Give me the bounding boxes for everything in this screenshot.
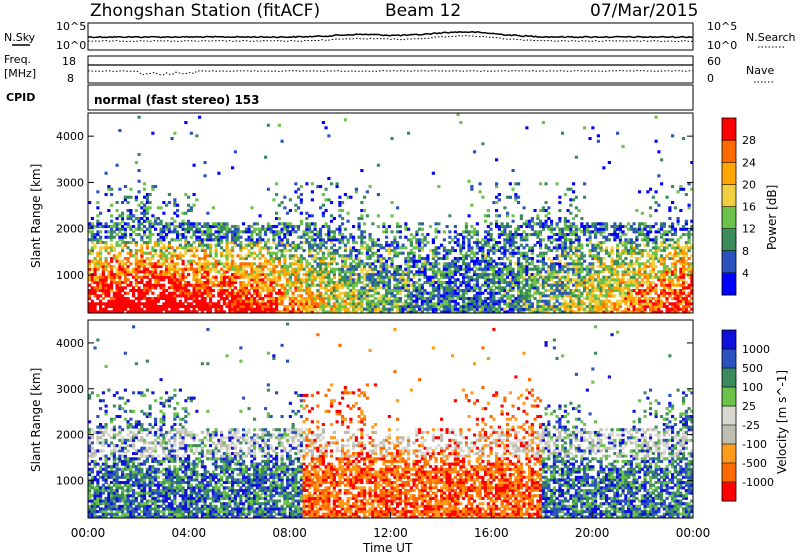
power-y-axis: 1000 2000 3000 4000 <box>56 130 693 282</box>
power-panel: 1000 2000 3000 4000 Slant Range [km] <box>29 112 694 314</box>
y-tick-label: 3000 <box>56 176 84 189</box>
velocity-colorbar: -1000 -500 -100 -25 25 100 500 1000 <box>721 329 774 502</box>
x-tick-label: 12:00 <box>373 526 408 540</box>
x-tick-label: 08:00 <box>272 526 307 540</box>
y-tick-label: 3000 <box>56 383 84 396</box>
velocity-y-axis: 1000 2000 3000 4000 <box>56 337 693 487</box>
freq-tick-top: 18 <box>62 55 76 68</box>
noise-right-tick-bottom: 10^0 <box>707 39 737 52</box>
colorbar-swatch <box>722 349 736 369</box>
y-tick-label: 4000 <box>56 130 84 143</box>
noise-sky-trace <box>87 31 694 39</box>
power-ylabel: Slant Range [km] <box>29 164 43 268</box>
colorbar-tick-label: 1000 <box>742 343 770 356</box>
colorbar-swatch <box>722 228 736 252</box>
cpid-panel: CPID normal (fast stereo) 153 <box>6 84 694 111</box>
noise-left-label: N.Sky <box>4 31 36 44</box>
x-axis-label: Time UT <box>362 541 413 554</box>
colorbar-swatch <box>722 140 736 163</box>
velocity-ylabel: Slant Range [km] <box>29 368 43 472</box>
colorbar-tick-label: 4 <box>742 267 749 280</box>
freq-label: Freq. <box>4 53 31 66</box>
colorbar-swatch <box>722 444 736 464</box>
colorbar-tick-label: -25 <box>742 419 760 432</box>
power-heatmap <box>88 113 694 314</box>
power-colorbar-label: Power [dB] <box>765 185 779 250</box>
colorbar-tick-label: 16 <box>742 201 756 214</box>
noise-search-trace <box>87 34 694 43</box>
colorbar-swatch <box>722 368 736 388</box>
nave-label: Nave <box>746 64 774 77</box>
y-tick-label: 4000 <box>56 337 84 350</box>
colorbar-swatch <box>722 482 736 502</box>
nave-tick-top: 60 <box>707 55 721 68</box>
colorbar-tick-label: 28 <box>742 134 756 147</box>
noise-panel: N.Sky 10^5 10^0 10^5 10^0 N.Search <box>4 20 796 52</box>
freq-panel: Freq. [MHz] 18 8 60 0 Nave <box>4 53 774 85</box>
velocity-heatmap <box>88 322 694 519</box>
x-tick-label: 20:00 <box>575 526 610 540</box>
colorbar-tick-label: 12 <box>742 223 756 236</box>
date-title: 07/Mar/2015 <box>590 1 698 21</box>
colorbar-tick-label: 8 <box>742 245 749 258</box>
colorbar-tick-label: 500 <box>742 362 763 375</box>
velocity-colorbar-label: Velocity [m s^-1] <box>775 370 789 474</box>
beam-title: Beam 12 <box>385 1 461 21</box>
freq-tick-bottom: 8 <box>67 72 74 85</box>
colorbar-swatch <box>722 272 736 296</box>
nave-trace <box>87 70 694 76</box>
colorbar-tick-label: -1000 <box>742 476 774 489</box>
x-tick-label: 00:00 <box>71 526 106 540</box>
x-tick-label: 16:00 <box>474 526 509 540</box>
colorbar-tick-label: 25 <box>742 400 756 413</box>
colorbar-swatch <box>722 387 736 407</box>
x-tick-label: 04:00 <box>172 526 207 540</box>
colorbar-tick-label: 100 <box>742 381 763 394</box>
colorbar-swatch <box>722 162 736 185</box>
colorbar-tick-label: -500 <box>742 457 767 470</box>
noise-right-label: N.Search <box>746 31 796 44</box>
y-tick-label: 2000 <box>56 223 84 236</box>
y-tick-label: 2000 <box>56 429 84 442</box>
nave-tick-bottom: 0 <box>707 72 714 85</box>
colorbar-swatch <box>722 330 736 350</box>
noise-left-tick-bottom: 10^0 <box>56 39 86 52</box>
colorbar-swatch <box>722 118 736 141</box>
y-tick-label: 1000 <box>56 269 84 282</box>
noise-right-tick-top: 10^5 <box>707 20 737 33</box>
station-title: Zhongshan Station (fitACF) <box>90 1 320 21</box>
power-colorbar: 4 8 12 16 20 24 28 <box>721 117 756 296</box>
colorbar-tick-label: 24 <box>742 156 756 169</box>
x-tick-label: 00:00 <box>676 526 711 540</box>
colorbar-tick-label: -100 <box>742 438 767 451</box>
colorbar-swatch <box>722 184 736 207</box>
noise-left-tick-top: 10^5 <box>56 20 86 33</box>
colorbar-swatch <box>722 463 736 483</box>
velocity-panel: 1000 2000 3000 4000 Slant Range [km] <box>29 319 694 519</box>
colorbar-swatch <box>722 206 736 230</box>
colorbar-swatch <box>722 406 736 426</box>
freq-unit-label: [MHz] <box>4 67 36 80</box>
cpid-value: normal (fast stereo) 153 <box>94 93 260 107</box>
colorbar-swatch <box>722 250 736 274</box>
colorbar-swatch <box>722 425 736 445</box>
y-tick-label: 1000 <box>56 474 84 487</box>
time-x-axis: 00:00 04:00 08:00 12:00 16:00 20:00 00:00 <box>71 512 711 540</box>
cpid-label: CPID <box>6 91 35 104</box>
colorbar-tick-label: 20 <box>742 178 756 191</box>
